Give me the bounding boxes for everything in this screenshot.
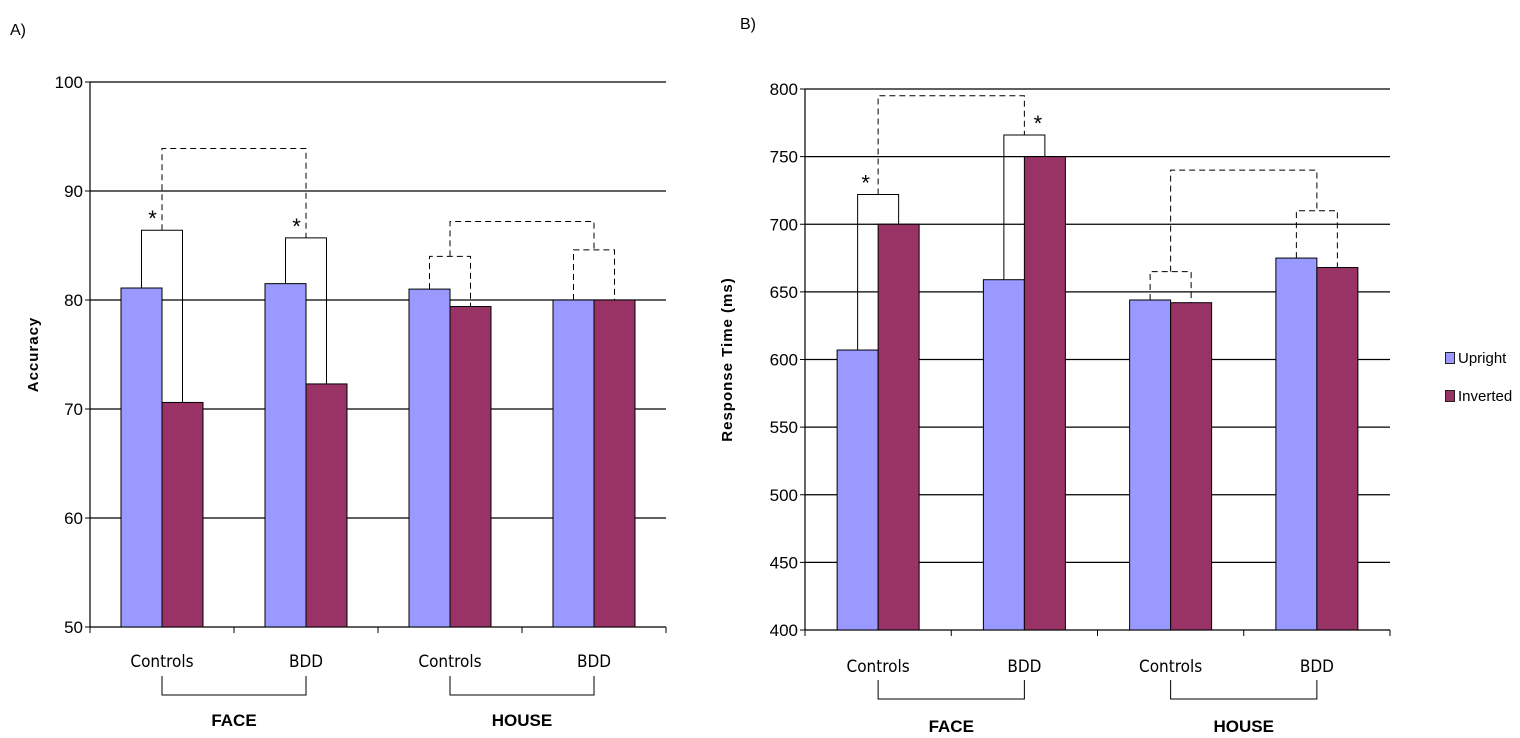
panel-b-group-label: FACE bbox=[929, 717, 974, 736]
panel-a-significance-star: * bbox=[148, 206, 157, 231]
panel-b-category-label: Controls bbox=[847, 657, 910, 677]
panel-b-category-label: BDD bbox=[1007, 657, 1041, 677]
panel-b-bar-inverted bbox=[877, 223, 920, 631]
panel-b-comparison-bracket bbox=[1149, 271, 1192, 303]
panel-a-category-label: Controls bbox=[130, 652, 193, 672]
panel-b-ytick-label: 800 bbox=[770, 80, 798, 99]
panel-b-ytick-label: 400 bbox=[770, 621, 798, 640]
chart-legend: Upright Inverted bbox=[1445, 347, 1512, 423]
panel-b-ytick-label: 700 bbox=[770, 215, 798, 234]
panel-a-significance-star: * bbox=[292, 214, 301, 239]
panel-a-ytick-label: 50 bbox=[64, 618, 83, 637]
panel-b-ytick-label: 500 bbox=[770, 486, 798, 505]
legend-item-upright: Upright bbox=[1445, 347, 1512, 369]
panel-b-bar-inverted bbox=[1316, 267, 1359, 631]
panel-b-ytick-label: 750 bbox=[770, 148, 798, 167]
panel-a-bar-upright bbox=[552, 299, 595, 628]
panel-a-ytick-label: 60 bbox=[64, 509, 83, 528]
panel-a-ytick-label: 70 bbox=[64, 400, 83, 419]
panel-a-category-label: BDD bbox=[289, 652, 323, 672]
panel-a-ytick-label: 80 bbox=[64, 291, 83, 310]
panel-b-label: B) bbox=[740, 16, 756, 33]
panel-a-group-label: FACE bbox=[211, 711, 256, 730]
panel-a-label: A) bbox=[10, 22, 26, 39]
panel-a-bar-inverted bbox=[449, 306, 492, 628]
panel-b-bar-inverted bbox=[1023, 156, 1066, 631]
panel-b-significance-star: * bbox=[861, 170, 870, 195]
legend-label-upright: Upright bbox=[1458, 349, 1507, 367]
panel-b-ytick-label: 450 bbox=[770, 553, 798, 572]
panel-a-group-comparison-bracket bbox=[161, 147, 307, 238]
panel-a-category-label: Controls bbox=[418, 652, 481, 672]
legend-swatch-inverted bbox=[1445, 390, 1455, 402]
panel-a-bar-inverted bbox=[305, 383, 348, 628]
panel-a-group-comparison-bracket bbox=[449, 221, 595, 257]
panel-b-bar-inverted bbox=[1170, 302, 1213, 631]
panel-a-bar-upright bbox=[120, 287, 163, 628]
panel-b-bar-upright bbox=[836, 349, 879, 631]
legend-item-inverted: Inverted bbox=[1445, 385, 1512, 407]
panel-b-bar-upright bbox=[1129, 299, 1172, 631]
panel-a-group-bracket bbox=[449, 676, 595, 696]
legend-label-inverted: Inverted bbox=[1458, 387, 1513, 405]
panel-a-group-label: HOUSE bbox=[492, 711, 552, 730]
legend-swatch-upright bbox=[1445, 352, 1455, 364]
panel-a-bar-upright bbox=[408, 288, 451, 628]
panel-a-y-axis-title: Accuracy bbox=[25, 317, 42, 393]
panel-a-category-label: BDD bbox=[577, 652, 611, 672]
panel-b-group-comparison-bracket bbox=[877, 95, 1025, 195]
panel-a-bar-inverted bbox=[593, 299, 636, 628]
panel-b-group-bracket bbox=[1170, 680, 1318, 700]
panel-b-significance-star: * bbox=[1034, 111, 1043, 136]
panel-b-group-label: HOUSE bbox=[1214, 717, 1274, 736]
panel-b-comparison-bracket bbox=[1295, 210, 1338, 268]
panel-b-category-label: Controls bbox=[1139, 657, 1202, 677]
panel-b-category-label: BDD bbox=[1300, 657, 1334, 677]
panel-a-bar-upright bbox=[264, 283, 307, 628]
panel-a-bar-inverted bbox=[161, 401, 204, 628]
panel-a-comparison-bracket bbox=[573, 249, 615, 300]
panel-b-ytick-label: 650 bbox=[770, 283, 798, 302]
panel-b-ytick-label: 550 bbox=[770, 418, 798, 437]
panel-b-bar-upright bbox=[982, 279, 1025, 631]
panel-a-ytick-label: 90 bbox=[64, 182, 83, 201]
panel-a-ytick-label: 100 bbox=[55, 73, 83, 92]
panel-a-group-bracket bbox=[161, 676, 307, 696]
panel-b-y-axis-title: Response Time (ms) bbox=[719, 277, 736, 441]
panel-b-bar-upright bbox=[1275, 257, 1318, 631]
panel-b-group-bracket bbox=[877, 680, 1025, 700]
panel-b-group-comparison-bracket bbox=[1170, 169, 1318, 272]
panel-b-ytick-label: 600 bbox=[770, 351, 798, 370]
